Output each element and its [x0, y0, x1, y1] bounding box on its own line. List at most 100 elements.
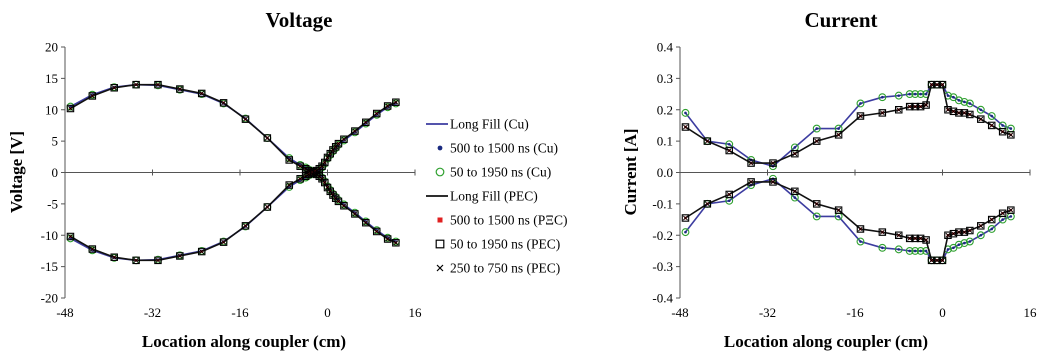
current-data-point-cross: [923, 102, 929, 108]
current-data-point: [878, 243, 887, 252]
voltage-data-point: [219, 238, 228, 246]
voltage-data-point: [362, 118, 370, 127]
current-data-point-inner: [957, 99, 961, 102]
current-data-point-cross: [814, 138, 820, 144]
current-data-point-inner: [946, 94, 950, 97]
voltage-data-point-cross: [133, 82, 139, 88]
current-data-point-cross: [945, 232, 951, 238]
current-data-point: [894, 231, 903, 240]
current-data-point: [916, 246, 925, 255]
current-data-point-inner: [815, 127, 819, 130]
legend-label: Long Fill (Cu): [450, 117, 529, 132]
current-data-point-cross: [929, 82, 935, 88]
current-data-point-inner: [1001, 218, 1004, 221]
voltage-data-point-cross: [242, 116, 248, 122]
current-data-point-inner: [815, 215, 819, 218]
current-data-point: [933, 256, 941, 265]
voltage-data-point: [340, 135, 348, 143]
current-data-point-cross: [967, 228, 973, 234]
current-data-point: [812, 200, 821, 208]
voltage-data-point-cross: [89, 246, 95, 252]
voltage-data-point-cross: [111, 85, 117, 91]
current-data-point-cross: [836, 132, 842, 138]
current-data-point-cross: [896, 107, 902, 113]
current-data-point: [905, 90, 914, 99]
voltage-data-point-cross: [297, 163, 303, 169]
voltage-axes: -20 -15 -10 -5 0 5 10 15 20 -48 -32 -16 0 16: [41, 40, 422, 321]
voltage-series-line: [70, 101, 397, 262]
current-data-point: [911, 90, 920, 99]
current-data-point-inner: [1009, 215, 1013, 218]
current-data-point-inner: [908, 92, 911, 96]
voltage-data-point: [176, 252, 184, 260]
current-data-point: [938, 256, 947, 265]
current-data-point: [987, 215, 996, 224]
current-data-point: [944, 231, 952, 240]
voltage-data-point: [334, 139, 343, 148]
current-data-point: [878, 228, 887, 236]
voltage-data-point-cross: [242, 223, 248, 229]
current-data-point-cross: [956, 110, 962, 116]
current-data-point-inner: [727, 142, 731, 146]
current-x-tick-label: 0: [939, 305, 946, 320]
current-data-point-inner: [793, 196, 797, 199]
voltage-data-point-cross: [177, 86, 183, 92]
current-data-point-cross: [857, 226, 863, 232]
voltage-data-point-cross: [385, 103, 391, 109]
current-data-point-inner: [881, 95, 884, 99]
voltage-data-point: [263, 203, 272, 211]
current-data-point: [681, 228, 690, 237]
current-data-point-cross: [978, 116, 984, 122]
current-data-point-inner: [684, 230, 687, 234]
current-data-point: [938, 80, 947, 89]
current-data-point-cross: [934, 82, 940, 88]
voltage-data-point-cross: [363, 119, 369, 125]
voltage-data-point-cross: [286, 157, 292, 163]
voltage-data-point-cross: [133, 257, 139, 263]
legend-square-swatch: [435, 239, 445, 249]
current-data-point-inner: [919, 92, 922, 96]
current-data-point: [812, 124, 821, 133]
voltage-data-point-cross: [221, 239, 227, 245]
current-data-point: [791, 187, 799, 196]
legend-item: Long Fill (Cu): [426, 117, 529, 132]
current-data-point: [944, 106, 952, 114]
current-data-point-cross: [907, 104, 913, 110]
current-data-point-cross: [704, 138, 710, 144]
voltage-data-point-cross: [374, 110, 380, 117]
voltage-data-point-cross: [341, 203, 347, 209]
current-data-point: [856, 99, 865, 108]
voltage-data-point: [132, 80, 140, 89]
current-data-point: [977, 222, 985, 230]
current-data-point: [747, 159, 755, 167]
legend-label: 500 to 1500 ns (PΞC): [450, 213, 567, 228]
current-data-point-cross: [939, 82, 946, 88]
current-y-tick-label: -0.2: [652, 228, 673, 243]
legend-label: Long Fill (PEC): [450, 189, 538, 204]
voltage-data-point: [132, 256, 140, 265]
current-y-tick-label: 0.4: [657, 40, 674, 55]
current-data-point-cross: [918, 104, 924, 110]
current-y-tick-label: 0.3: [657, 71, 673, 86]
voltage-data-point: [88, 92, 97, 100]
legend-item: 250 to 750 ns (PEC): [436, 261, 560, 276]
voltage-x-tick-label: -32: [144, 305, 161, 320]
current-chart-title: Current: [804, 8, 877, 32]
current-data-point-cross: [879, 229, 885, 235]
voltage-data-point: [110, 253, 118, 261]
current-data-point-cross: [945, 107, 951, 113]
current-data-point-cross: [907, 235, 913, 241]
current-data-point-inner: [952, 246, 955, 250]
voltage-data-point-cross: [199, 249, 205, 255]
current-data-point: [922, 101, 930, 109]
voltage-data-point: [296, 162, 304, 170]
voltage-data-point-cross: [89, 93, 95, 99]
current-data-point: [878, 109, 887, 117]
current-data-point: [856, 112, 865, 120]
current-data-point: [703, 137, 712, 145]
voltage-data-point: [383, 102, 392, 110]
current-data-point-inner: [924, 92, 928, 96]
voltage-data-point: [392, 98, 400, 106]
current-data-point: [703, 200, 712, 208]
current-data-point: [960, 109, 969, 117]
